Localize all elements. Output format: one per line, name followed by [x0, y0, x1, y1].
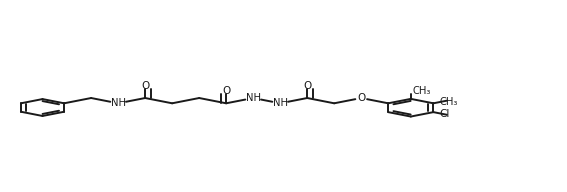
Text: CH₃: CH₃	[413, 86, 431, 96]
Text: CH₃: CH₃	[439, 97, 458, 107]
Text: NH: NH	[111, 98, 126, 108]
Text: O: O	[222, 86, 230, 96]
Text: Cl: Cl	[439, 109, 450, 119]
Text: O: O	[141, 81, 149, 91]
Text: NH: NH	[246, 93, 261, 103]
Text: O: O	[303, 81, 311, 91]
Text: NH: NH	[273, 98, 287, 108]
Text: O: O	[357, 93, 365, 103]
